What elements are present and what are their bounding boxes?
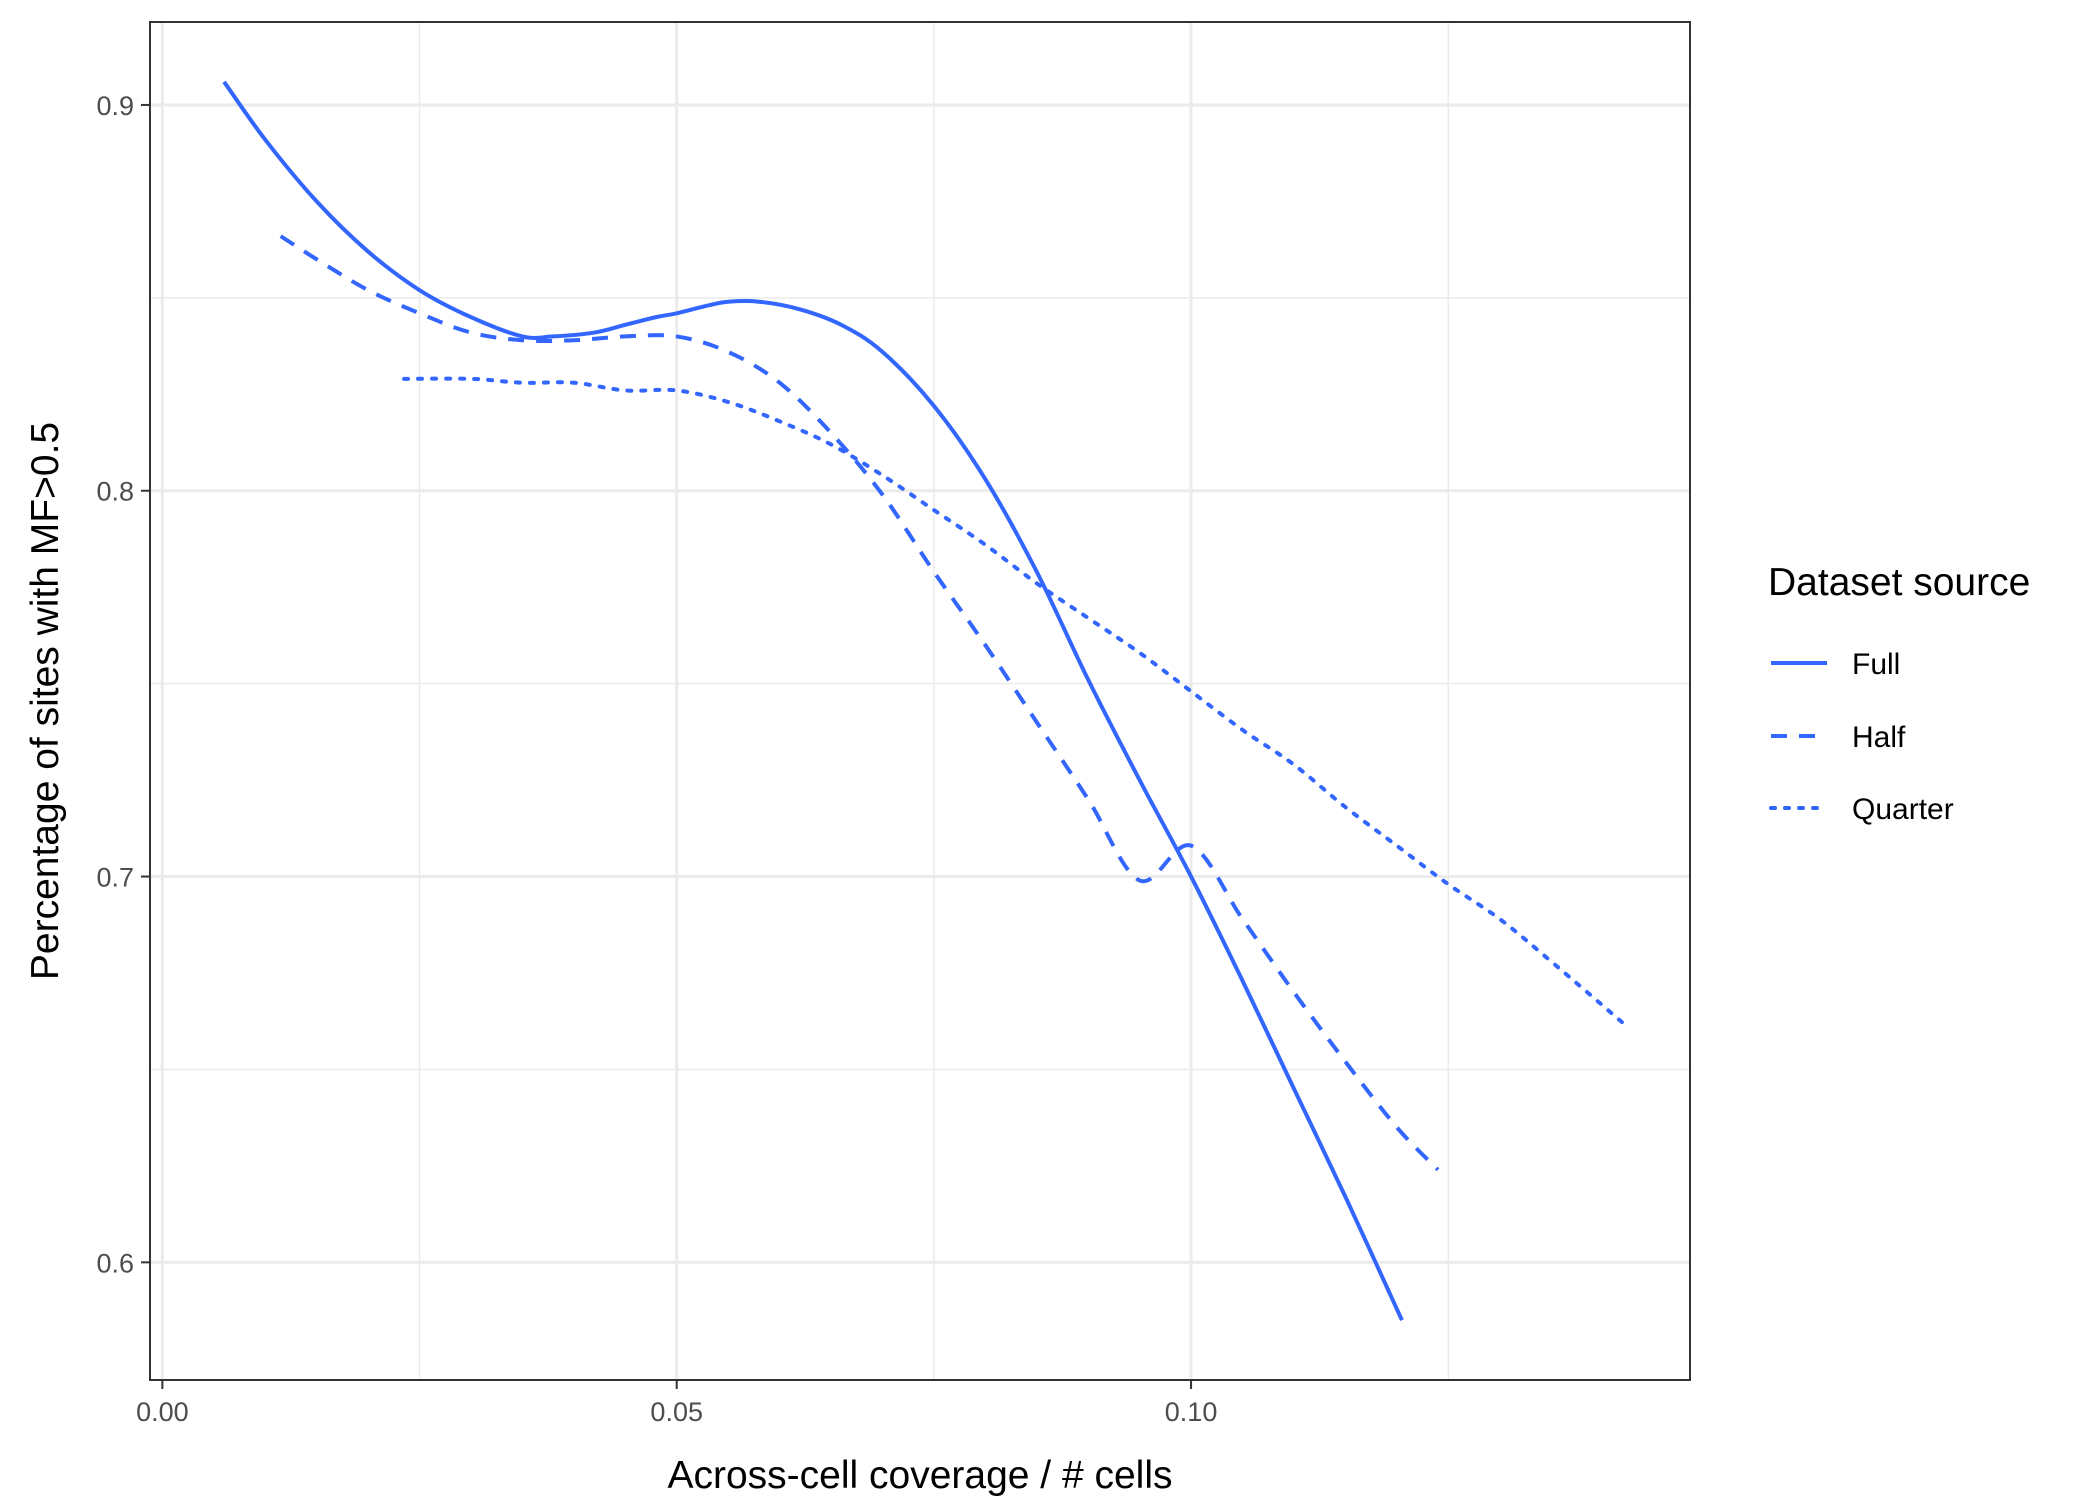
y-tick-label-1: 0.7 bbox=[96, 863, 134, 893]
legend: Dataset source Full Half Quarter bbox=[1768, 561, 2030, 826]
legend-title: Dataset source bbox=[1768, 561, 2030, 604]
series-lines bbox=[222, 80, 1626, 1322]
x-tick-label-1: 0.05 bbox=[650, 1397, 703, 1427]
x-axis-title: Across-cell coverage / # cells bbox=[667, 1454, 1172, 1497]
legend-item-half: Half bbox=[1771, 721, 1906, 754]
axis-ticks: 0.00 0.05 0.10 0.6 0.7 0.8 0.9 bbox=[96, 91, 1217, 1427]
x-tick-label-0: 0.00 bbox=[136, 1397, 189, 1427]
y-axis-title: Percentage of sites with MF>0.5 bbox=[24, 422, 67, 980]
y-tick-label-3: 0.9 bbox=[96, 91, 134, 121]
minor-gridlines bbox=[150, 22, 1690, 1380]
major-gridlines bbox=[150, 22, 1690, 1380]
series-line-full bbox=[222, 80, 1404, 1322]
series-line-quarter bbox=[402, 376, 1626, 1026]
plot-panel bbox=[150, 22, 1690, 1380]
legend-item-quarter: Quarter bbox=[1769, 793, 1954, 826]
panel-border bbox=[149, 21, 1691, 1381]
y-tick-label-2: 0.8 bbox=[96, 477, 134, 507]
x-tick-label-2: 0.10 bbox=[1165, 1397, 1218, 1427]
legend-label-quarter: Quarter bbox=[1852, 793, 1954, 826]
legend-item-full: Full bbox=[1771, 648, 1900, 681]
legend-label-half: Half bbox=[1852, 721, 1906, 754]
legend-label-full: Full bbox=[1852, 648, 1900, 681]
y-tick-label-0: 0.6 bbox=[96, 1248, 134, 1278]
